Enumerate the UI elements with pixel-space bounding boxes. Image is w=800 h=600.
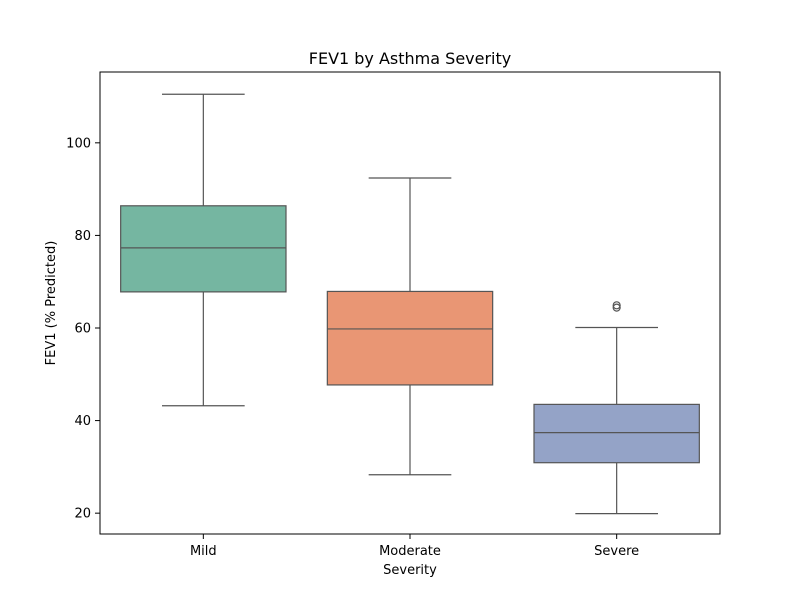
x-tick-label: Mild	[190, 544, 217, 559]
y-tick-label: 60	[74, 321, 91, 336]
x-axis-label: Severity	[383, 563, 437, 578]
y-tick-label: 80	[74, 229, 91, 244]
box-mild	[120, 93, 287, 407]
iqr-box	[120, 205, 287, 293]
box-severe	[533, 301, 700, 515]
iqr-box	[326, 290, 494, 386]
outlier-point	[612, 301, 621, 310]
y-tick-label: 20	[74, 507, 91, 522]
y-axis: 20 40 60 80 100	[66, 136, 100, 522]
chart-title: FEV1 by Asthma Severity	[309, 49, 511, 68]
y-tick-label: 100	[66, 136, 91, 151]
x-tick-label: Severe	[594, 544, 639, 559]
y-tick-label: 40	[74, 414, 91, 429]
plot-area	[120, 93, 700, 515]
y-axis-label: FEV1 (% Predicted)	[44, 241, 59, 366]
x-axis: Mild Moderate Severe	[190, 534, 639, 559]
iqr-box	[533, 403, 700, 464]
x-tick-label: Moderate	[379, 544, 441, 559]
box-moderate	[326, 177, 494, 476]
outlier-point	[612, 303, 621, 312]
